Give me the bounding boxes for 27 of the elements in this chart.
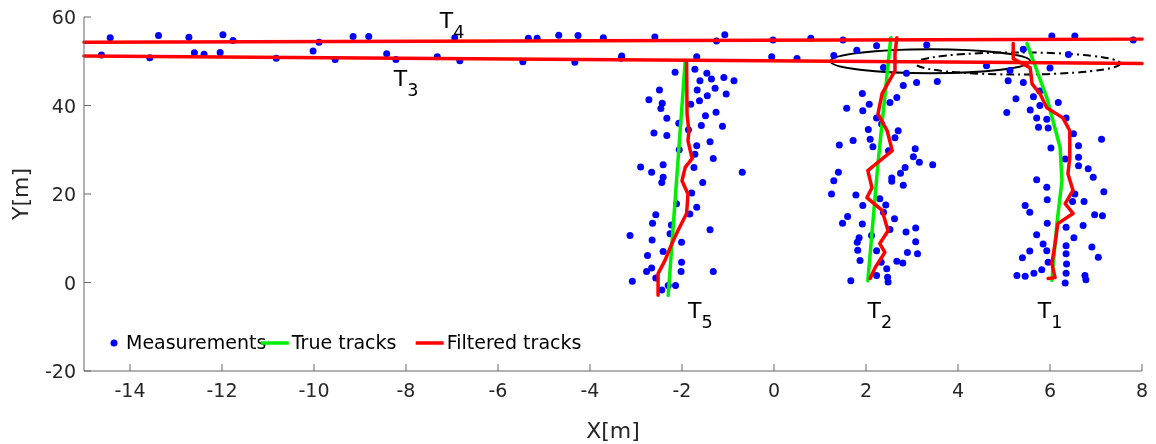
- x-tick-label: -4: [580, 379, 600, 401]
- legend-label: Filtered tracks: [446, 331, 582, 353]
- y-tick-label: 0: [63, 271, 76, 294]
- x-tick-label: -8: [396, 379, 416, 401]
- x-tick-label: -10: [298, 379, 330, 401]
- y-tick-label: 20: [51, 183, 76, 205]
- x-tick-label: 2: [859, 379, 873, 401]
- x-axis-title: X[m]: [586, 418, 640, 443]
- annotation: T$_{3}$: [392, 65, 419, 100]
- y-tick-label: 40: [51, 94, 76, 117]
- annotation: T$_{1}$: [1036, 297, 1063, 332]
- x-tick-label: 6: [1043, 379, 1057, 401]
- x-tick-label: 4: [951, 379, 965, 401]
- y-axis-title: Y[m]: [8, 167, 33, 222]
- legend-label: Measurements: [126, 331, 267, 353]
- y-tick-label: 60: [51, 6, 76, 28]
- legend-label: True tracks: [290, 331, 397, 353]
- x-tick-label: 0: [767, 379, 781, 401]
- x-tick-label: 8: [1135, 379, 1149, 401]
- y-tick-label: -20: [44, 360, 76, 382]
- annotation: T$_{5}$: [687, 297, 713, 332]
- x-tick-label: -14: [114, 379, 146, 401]
- annotation: T$_{4}$: [438, 8, 465, 43]
- annotation: T$_{2}$: [866, 297, 893, 332]
- x-tick-label: -2: [672, 379, 692, 401]
- x-tick-label: -12: [206, 379, 238, 401]
- x-tick-label: -6: [488, 379, 508, 401]
